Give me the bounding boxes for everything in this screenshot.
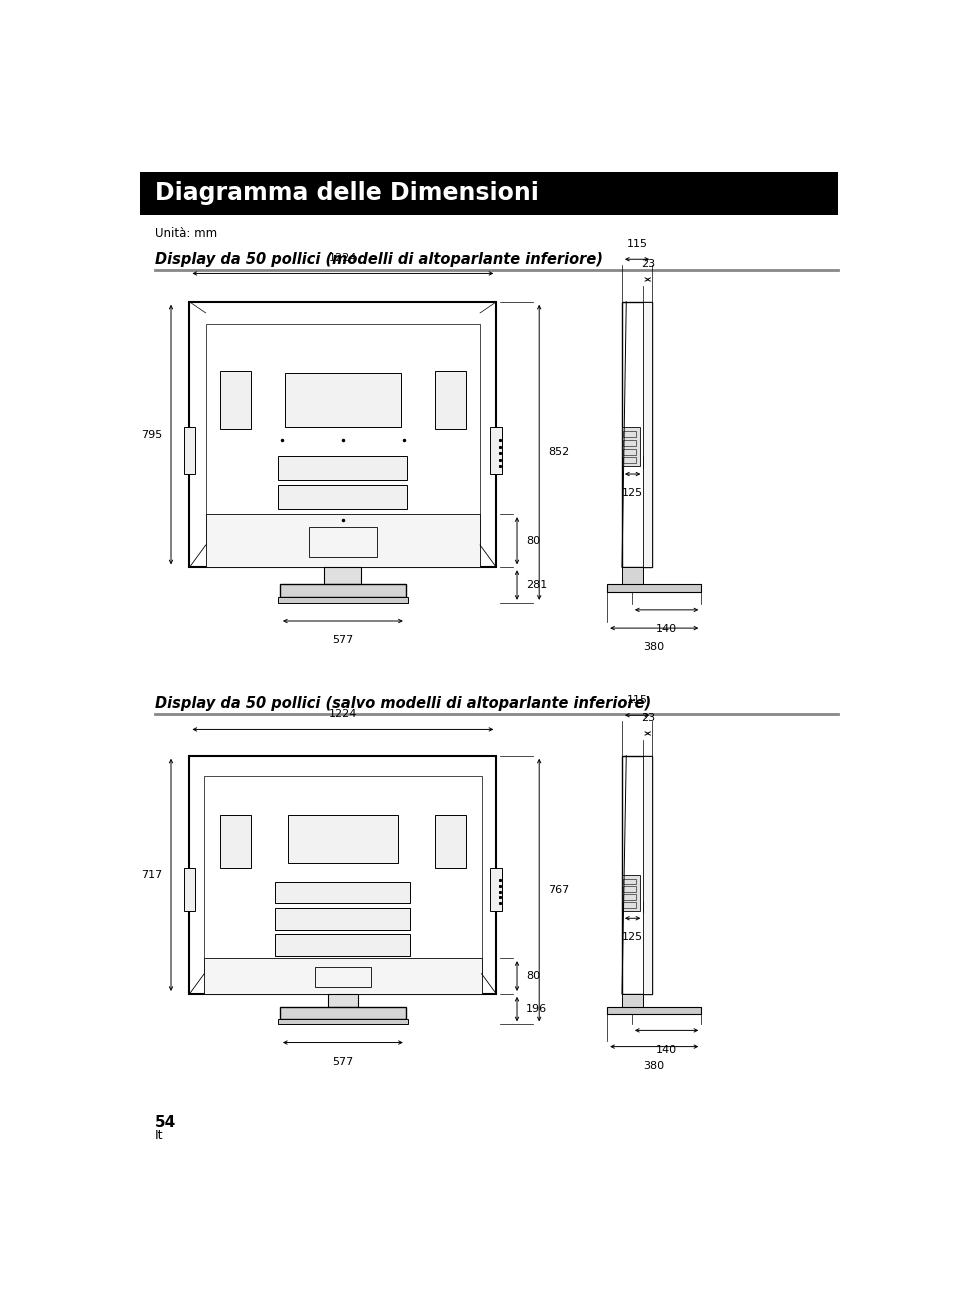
Text: 767: 767 xyxy=(547,886,569,895)
Text: 125: 125 xyxy=(621,488,642,499)
Bar xyxy=(288,816,397,863)
Bar xyxy=(621,426,639,466)
Text: 80: 80 xyxy=(525,536,539,546)
Bar xyxy=(623,458,636,463)
Text: 1224: 1224 xyxy=(329,253,356,263)
Bar xyxy=(621,875,639,911)
Bar xyxy=(183,867,195,911)
Text: 115: 115 xyxy=(626,695,647,705)
Text: 577: 577 xyxy=(332,636,354,645)
Bar xyxy=(623,895,636,900)
Text: 795: 795 xyxy=(141,429,162,440)
Bar xyxy=(140,172,837,215)
Bar xyxy=(623,879,636,884)
Text: 380: 380 xyxy=(643,1061,664,1071)
Bar xyxy=(220,371,251,429)
Bar xyxy=(435,816,465,867)
Bar xyxy=(621,567,642,583)
Bar xyxy=(309,528,376,557)
Text: Diagramma delle Dimensioni: Diagramma delle Dimensioni xyxy=(154,182,538,205)
Text: It: It xyxy=(154,1129,163,1142)
Bar xyxy=(621,755,652,994)
Bar xyxy=(206,324,479,545)
Bar xyxy=(275,934,410,955)
Bar xyxy=(280,1007,405,1020)
Bar xyxy=(206,515,479,567)
Text: 852: 852 xyxy=(547,447,569,457)
Text: 196: 196 xyxy=(525,1004,546,1015)
Text: 115: 115 xyxy=(626,240,647,249)
Bar xyxy=(435,371,465,429)
Bar xyxy=(284,374,401,426)
Bar xyxy=(623,903,636,908)
Bar xyxy=(324,567,361,583)
Bar xyxy=(623,440,636,446)
Bar xyxy=(220,816,251,867)
Bar xyxy=(278,596,407,603)
Bar xyxy=(621,994,642,1007)
Bar xyxy=(623,432,636,437)
Text: 281: 281 xyxy=(525,580,547,590)
Text: Display da 50 pollici (modelli di altoparlante inferiore): Display da 50 pollici (modelli di altopa… xyxy=(154,251,602,267)
Text: 140: 140 xyxy=(656,624,677,634)
Bar xyxy=(490,867,501,911)
Bar xyxy=(204,958,481,994)
Text: 23: 23 xyxy=(640,713,654,724)
Bar xyxy=(606,1007,700,1015)
Bar xyxy=(275,908,410,929)
Text: 140: 140 xyxy=(656,1045,677,1054)
Text: 717: 717 xyxy=(141,870,162,880)
Bar xyxy=(190,755,496,994)
Text: 23: 23 xyxy=(640,259,654,270)
Bar xyxy=(278,486,407,509)
Text: Unità: mm: Unità: mm xyxy=(154,228,216,241)
Bar xyxy=(204,776,481,974)
Bar xyxy=(606,583,700,592)
Text: 54: 54 xyxy=(154,1115,175,1130)
Bar xyxy=(327,994,358,1007)
Bar xyxy=(190,301,496,567)
Text: 80: 80 xyxy=(525,971,539,980)
Text: 1224: 1224 xyxy=(329,709,356,720)
Text: 125: 125 xyxy=(621,933,642,942)
Text: 380: 380 xyxy=(643,642,664,653)
Bar xyxy=(642,755,652,994)
Bar xyxy=(278,1020,407,1024)
Bar xyxy=(623,887,636,892)
Text: Display da 50 pollici (salvo modelli di altoparlante inferiore): Display da 50 pollici (salvo modelli di … xyxy=(154,696,650,711)
Bar xyxy=(314,967,370,987)
Bar xyxy=(642,301,652,567)
Bar xyxy=(275,882,410,903)
Bar xyxy=(183,426,195,474)
Bar xyxy=(280,583,405,596)
Text: 577: 577 xyxy=(332,1057,354,1067)
Bar xyxy=(490,426,501,474)
Bar xyxy=(623,449,636,454)
Bar xyxy=(278,455,407,480)
Bar xyxy=(621,301,652,567)
